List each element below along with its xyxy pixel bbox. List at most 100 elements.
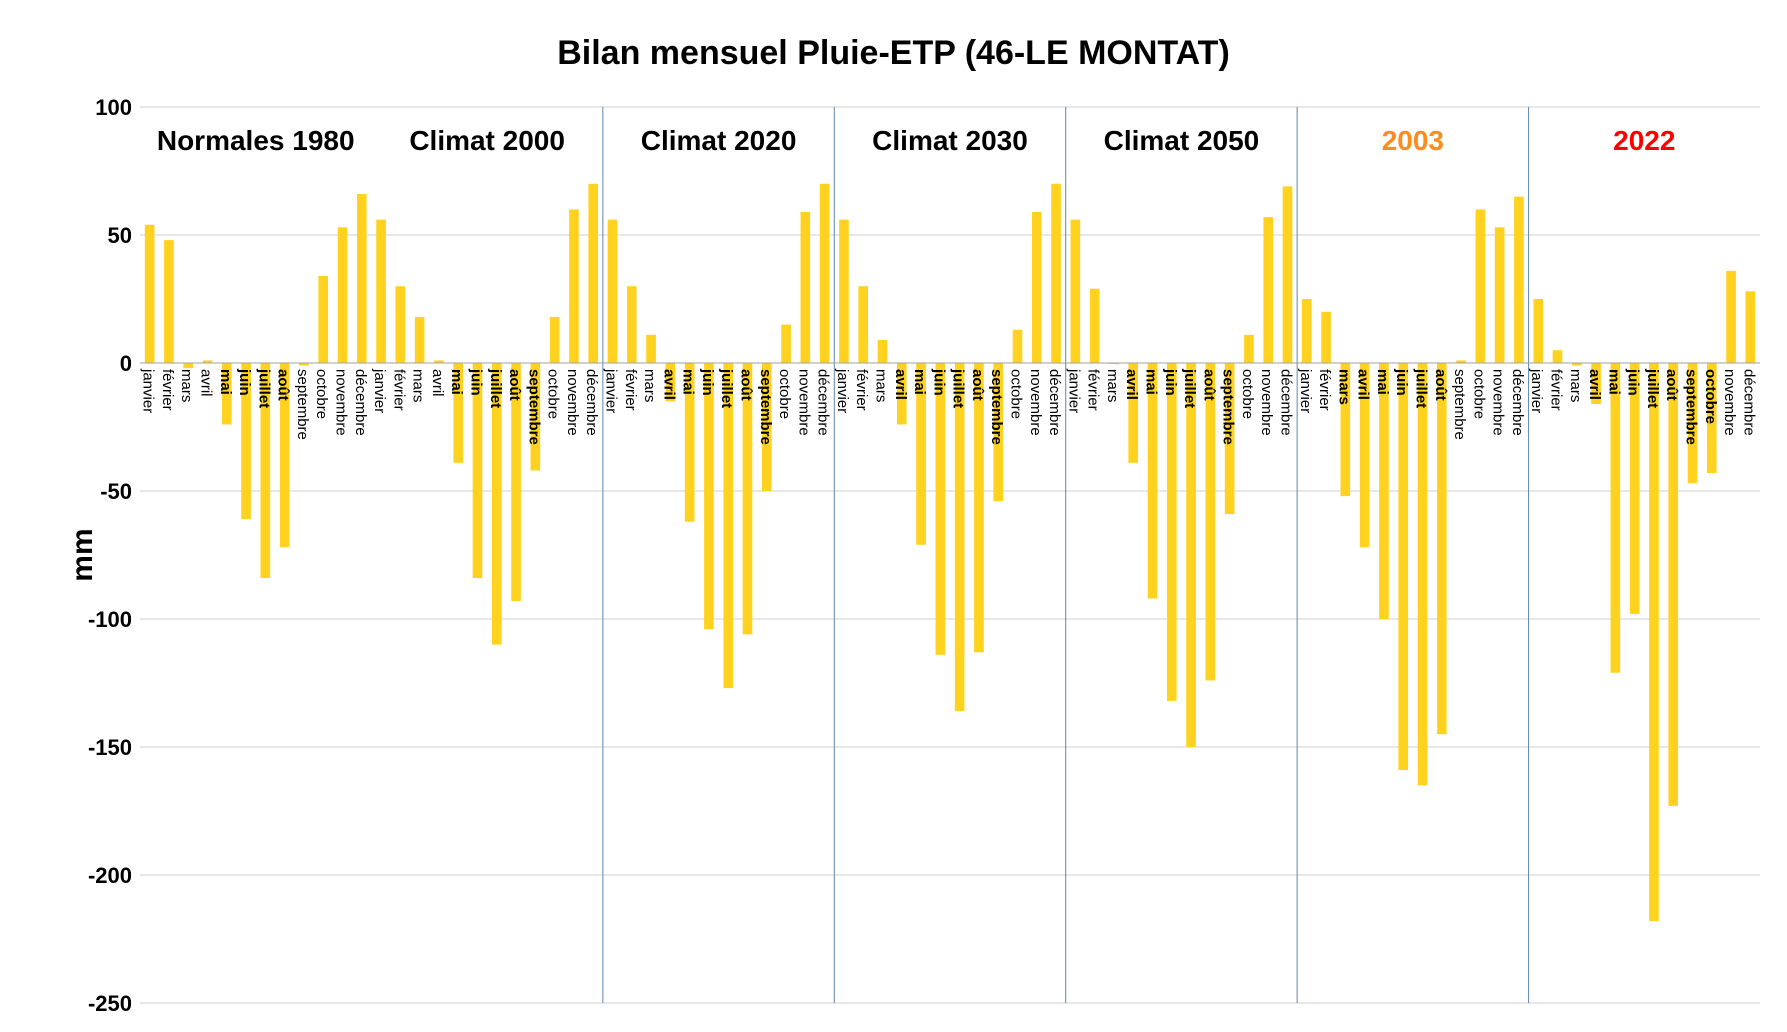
bar — [1610, 363, 1621, 673]
bar — [704, 363, 714, 630]
y-tick-label: 50 — [108, 223, 132, 248]
bar — [434, 360, 444, 363]
bar — [1591, 363, 1601, 404]
bar — [318, 275, 329, 363]
bar — [1745, 291, 1756, 363]
bar — [1031, 211, 1042, 363]
x-tick-label: mars — [873, 369, 890, 402]
x-tick-label: novembre — [333, 369, 350, 436]
x-tick-label: mai — [1605, 369, 1622, 395]
x-tick-label: mars — [1567, 369, 1584, 402]
x-tick-label: octobre — [1008, 369, 1025, 419]
bar — [299, 363, 309, 366]
bar — [626, 286, 637, 363]
bar — [511, 363, 521, 602]
bar — [646, 334, 656, 363]
x-tick-label: novembre — [1027, 369, 1044, 436]
bar — [781, 324, 791, 363]
bar — [819, 183, 830, 363]
bar — [877, 339, 888, 363]
bar — [839, 219, 849, 363]
x-tick-label: juin — [468, 368, 485, 396]
x-tick-label: mai — [1143, 369, 1160, 395]
bar — [260, 363, 271, 579]
bar — [395, 286, 406, 363]
bar — [1051, 183, 1061, 363]
x-tick-label: août — [506, 369, 523, 401]
group-label: Climat 2030 — [872, 125, 1028, 156]
bar — [761, 363, 772, 491]
x-tick-label: avril — [1355, 369, 1372, 400]
x-tick-label: juin — [699, 368, 716, 396]
x-tick-label: janvier — [834, 368, 851, 413]
x-tick-label: novembre — [795, 369, 812, 436]
bar — [665, 363, 676, 402]
x-tick-label: août — [738, 369, 755, 401]
bar — [1571, 363, 1582, 366]
x-tick-label: mai — [680, 369, 697, 395]
bar — [569, 209, 579, 363]
x-tick-label: octobre — [1239, 369, 1256, 419]
bar — [414, 316, 425, 363]
plot-area — [140, 107, 1760, 1003]
x-tick-label: septembre — [988, 369, 1005, 445]
bar — [1147, 363, 1158, 599]
bar — [453, 363, 464, 463]
x-tick-label: janvier — [1528, 368, 1545, 413]
group-label: Normales 1980 — [157, 125, 355, 156]
x-tick-label: mai — [911, 369, 928, 395]
x-tick-label: mars — [1104, 369, 1121, 402]
x-tick-label: juin — [1162, 368, 1179, 396]
bar — [1224, 363, 1235, 515]
bar — [1282, 186, 1293, 363]
x-tick-label: mai — [448, 369, 465, 395]
x-tick-label: juin — [1393, 368, 1410, 396]
x-tick-label: octobre — [1470, 369, 1487, 419]
bar — [1398, 363, 1409, 771]
bar — [356, 194, 367, 363]
bar — [1726, 270, 1736, 363]
y-tick-label: 0 — [120, 351, 132, 376]
x-tick-label: octobre — [1702, 369, 1719, 424]
bar — [549, 316, 560, 363]
x-tick-label: mars — [178, 369, 195, 402]
x-tick-label: décembre — [583, 369, 600, 436]
bar — [1340, 363, 1351, 497]
x-tick-label: juin — [930, 368, 947, 396]
bar — [1436, 363, 1447, 735]
x-tick-label: novembre — [564, 369, 581, 436]
bar — [1494, 227, 1505, 363]
bar — [588, 183, 599, 363]
bar — [202, 360, 213, 363]
x-tick-label: décembre — [1278, 369, 1295, 436]
x-tick-label: mai — [1374, 369, 1391, 395]
x-tick-label: septembre — [525, 369, 542, 445]
bar — [684, 363, 695, 522]
bar — [1186, 363, 1196, 747]
bar — [279, 363, 290, 548]
x-tick-label: janvier — [1297, 368, 1314, 413]
bar — [337, 227, 348, 363]
x-tick-label: avril — [892, 369, 909, 400]
bar — [1089, 288, 1100, 363]
x-tick-label: décembre — [815, 369, 832, 436]
bar — [376, 219, 386, 363]
x-tick-label: février — [622, 369, 639, 411]
x-tick-label: juillet — [255, 368, 272, 408]
bar — [183, 363, 194, 369]
x-tick-label: mai — [217, 369, 234, 395]
x-tick-label: février — [1548, 369, 1565, 411]
bar — [1128, 363, 1139, 463]
x-tick-label: avril — [198, 369, 215, 397]
bar — [896, 363, 907, 425]
x-tick-label: avril — [1123, 369, 1140, 400]
x-tick-label: décembre — [352, 369, 369, 436]
bar — [1706, 363, 1717, 474]
x-tick-label: juillet — [718, 368, 735, 408]
bar — [1070, 219, 1081, 363]
x-tick-label: septembre — [294, 369, 311, 440]
x-tick-label: janvier — [603, 368, 620, 413]
x-tick-label: avril — [429, 369, 446, 397]
bar — [1533, 299, 1544, 363]
